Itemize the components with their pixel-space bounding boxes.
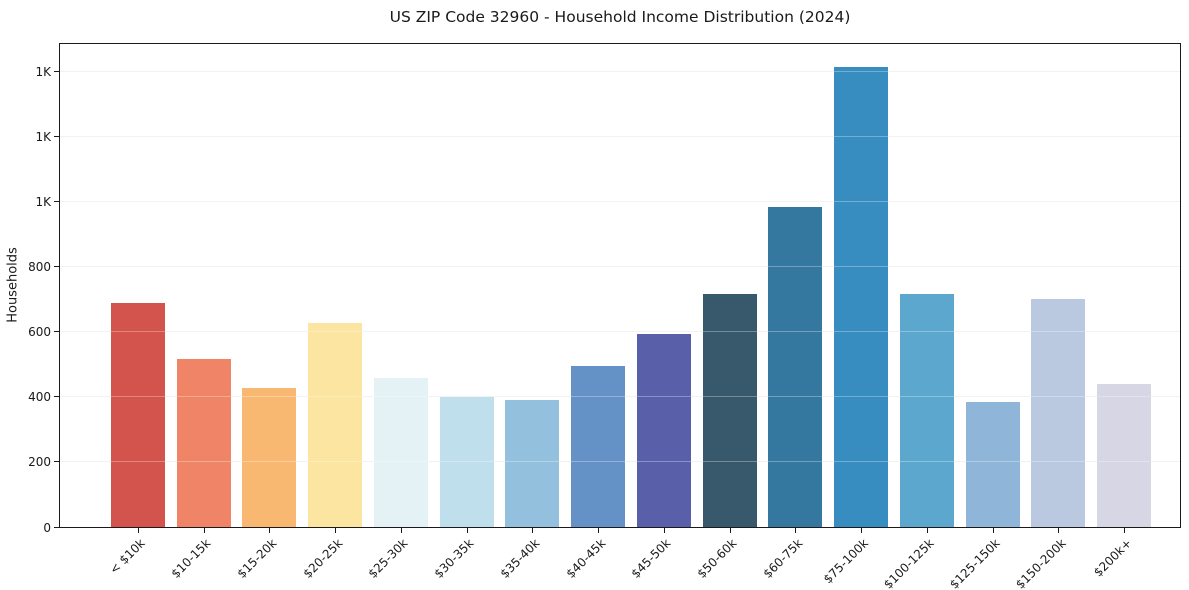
y-tick-mark [54,396,59,398]
bar [110,302,165,527]
gridline-overlay [60,265,1180,267]
y-tick-label: 600 [28,325,51,340]
x-tick-mark [1058,528,1060,533]
gridline-overlay [60,200,1180,202]
bar-slot: $100-125k [881,44,960,590]
bar [768,206,823,527]
x-tick-label: $30-35k [431,536,477,581]
bar-slot: $60-75k [760,44,829,581]
x-tick-mark [203,528,205,533]
x-tick-label: $200k+ [1090,536,1135,580]
x-tick-label: $45-50k [628,536,674,581]
x-tick-label: $25-30k [365,536,411,581]
gridline-overlay [60,135,1180,137]
x-tick-mark [729,528,731,533]
bar [1097,383,1152,527]
y-tick-label: 200 [28,455,51,470]
x-tick-label: $10-15k [168,536,214,581]
x-tick-mark [795,528,797,533]
x-tick-label: $40-45k [563,536,609,581]
bar-slot: $75-100k [821,44,894,586]
bar-slot: $20-25k [300,44,368,581]
bar [242,387,297,527]
bar-slot: $125-150k [947,44,1026,590]
bar-slot: $200k+ [1091,44,1157,580]
bar-slot: $35-40k [497,44,566,581]
bar [571,366,626,527]
bar [373,378,428,527]
bar-slot: $150-200k [1013,44,1092,590]
gridline-overlay [60,460,1180,462]
y-tick-label: 0 [43,520,51,535]
bars-container: < $10k $10-15k $15-20k $20-25k $25-30k $30-35… [60,44,1180,590]
bar-slot: $25-30k [366,44,434,581]
x-tick-mark [335,528,337,533]
x-tick-mark [663,528,665,533]
x-tick-label: $20-25k [300,536,346,581]
y-axis-label: Households [5,247,21,323]
bar [439,396,494,527]
gridline-overlay [60,70,1180,72]
bar [505,400,560,527]
y-tick-mark [54,136,59,138]
x-tick-label: $35-40k [497,536,543,581]
bar [308,323,363,527]
y-tick-mark [54,71,59,73]
y-tick-mark [54,461,59,463]
y-tick-mark [54,201,59,203]
x-tick-label: $150-200k [1012,536,1069,590]
bar-slot: $30-35k [432,44,500,581]
gridline [60,70,1180,72]
y-tick-label: 1K [35,130,51,145]
gridline-overlay [60,395,1180,397]
chart-title: US ZIP Code 32960 - Household Income Dis… [389,8,851,26]
x-tick-mark [1124,528,1126,533]
x-tick-label: $50-60k [694,536,740,581]
bar [1031,299,1086,527]
x-tick-mark [861,528,863,533]
bar-slot: $50-60k [695,44,763,581]
gridline [60,330,1180,332]
y-tick-label: 400 [28,390,51,405]
x-tick-label: $60-75k [760,536,806,581]
gridline [60,265,1180,267]
bar-slot: $15-20k [234,44,303,581]
bar [899,294,954,527]
x-tick-label: $100-125k [881,536,937,590]
y-tick-label: 1K [35,195,51,210]
gridline [60,135,1180,137]
x-tick-mark [992,528,994,533]
y-tick-label: 800 [28,260,51,275]
y-tick-mark [54,526,59,528]
y-tick-mark [54,266,59,268]
bar-slot: $45-50k [629,44,697,581]
bar [702,294,757,527]
bar [176,358,231,527]
bar [636,334,691,527]
x-tick-label: $125-150k [946,536,1003,590]
bar [834,67,889,527]
x-tick-mark [598,528,600,533]
y-tick-label: 1K [35,65,51,80]
x-tick-label: $15-20k [234,536,280,581]
bar-slot: $10-15k [169,44,237,581]
y-tick-mark [54,331,59,333]
bar [965,402,1020,527]
x-tick-mark [466,528,468,533]
x-tick-mark [532,528,534,533]
bar-slot: < $10k [105,44,171,577]
x-tick-mark [137,528,139,533]
x-tick-mark [926,528,928,533]
gridline [60,200,1180,202]
x-tick-mark [400,528,402,533]
x-tick-label: < $10k [106,536,148,577]
x-tick-label: $75-100k [820,536,872,587]
gridline-overlay [60,330,1180,332]
bar-slot: $40-45k [563,44,631,581]
x-tick-mark [269,528,271,533]
plot-area: < $10k $10-15k $15-20k $20-25k $25-30k $30-35… [28,43,1181,590]
